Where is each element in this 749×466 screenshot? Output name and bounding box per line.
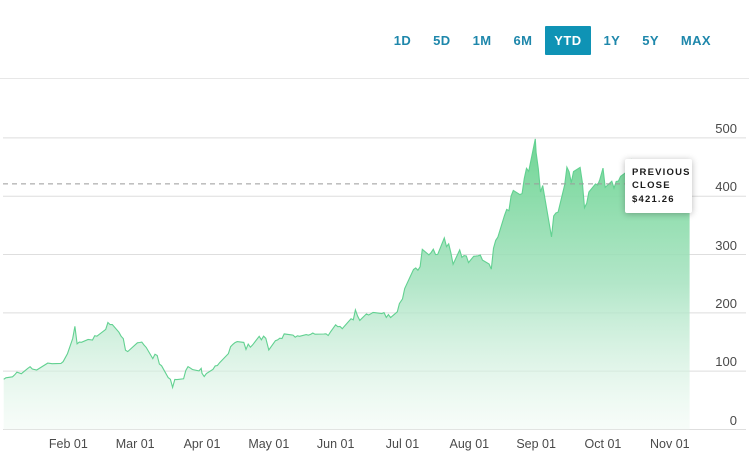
y-axis-label-0: 0 <box>697 414 737 428</box>
price-area <box>4 139 690 430</box>
x-axis-label-mar-01: Mar 01 <box>116 437 155 451</box>
stock-chart-page: 1D5D1M6MYTD1Y5YMAX 0100200300400500 Feb … <box>0 0 749 466</box>
tooltip-label: PREVIOUS CLOSE <box>632 166 689 192</box>
x-axis-label-feb-01: Feb 01 <box>49 437 88 451</box>
x-axis-label-aug-01: Aug 01 <box>449 437 489 451</box>
price-chart <box>0 0 749 466</box>
tooltip-value: $421.26 <box>632 193 689 206</box>
x-axis-label-nov-01: Nov 01 <box>650 437 690 451</box>
x-axis-label-jun-01: Jun 01 <box>317 437 355 451</box>
x-axis-label-oct-01: Oct 01 <box>585 437 622 451</box>
x-axis-label-jul-01: Jul 01 <box>386 437 419 451</box>
y-axis-label-500: 500 <box>697 122 737 136</box>
y-axis-label-200: 200 <box>697 297 737 311</box>
previous-close-tooltip: PREVIOUS CLOSE $421.26 <box>625 159 692 213</box>
x-axis-label-apr-01: Apr 01 <box>184 437 221 451</box>
y-axis-label-400: 400 <box>697 180 737 194</box>
y-axis-label-100: 100 <box>697 355 737 369</box>
x-axis-label-may-01: May 01 <box>248 437 289 451</box>
x-axis-label-sep-01: Sep 01 <box>516 437 556 451</box>
y-axis-label-300: 300 <box>697 239 737 253</box>
